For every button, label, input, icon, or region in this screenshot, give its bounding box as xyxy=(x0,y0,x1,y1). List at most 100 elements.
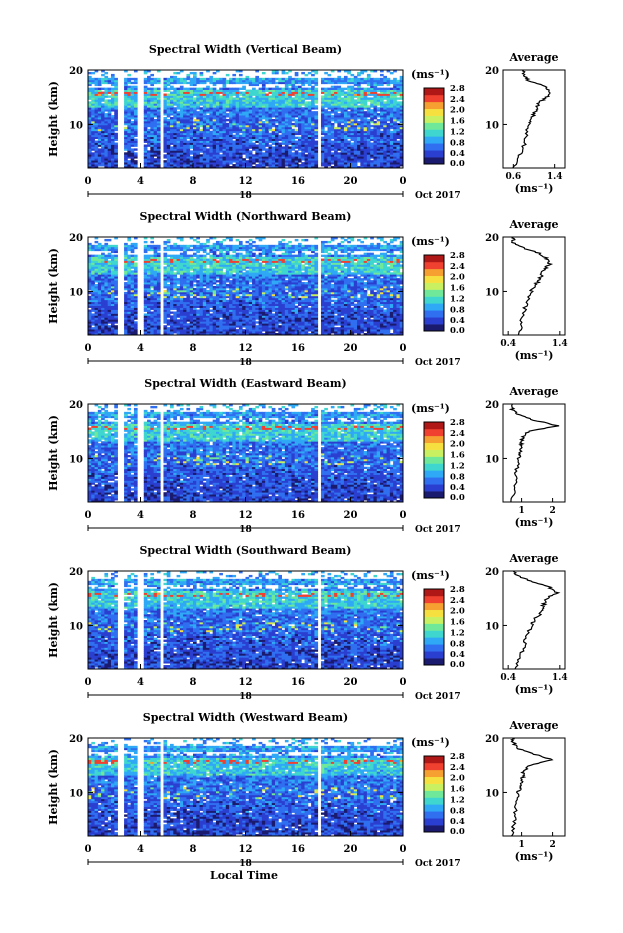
heatmap-cell xyxy=(380,131,384,133)
date-day-label: 18 xyxy=(239,191,252,201)
heatmap-cell xyxy=(157,253,161,255)
heatmap-cell xyxy=(370,78,374,80)
colorbar-segment xyxy=(424,143,444,150)
heatmap-cell xyxy=(219,78,223,80)
heatmap-cell xyxy=(213,88,217,90)
heatmap-cell xyxy=(104,88,108,90)
heatmap-cell xyxy=(295,78,299,80)
colorbar-segment xyxy=(424,109,444,116)
heatmap-cell xyxy=(91,88,95,90)
heatmap-cell xyxy=(239,97,243,99)
heatmap-cell xyxy=(200,129,204,131)
heatmap-cell xyxy=(190,72,194,74)
heatmap-cell xyxy=(295,150,299,152)
heatmap-cell xyxy=(131,148,135,150)
heatmap-cell xyxy=(232,141,236,143)
heatmap-cell xyxy=(173,272,177,274)
heatmap-cell xyxy=(173,243,177,245)
heatmap-cell xyxy=(177,78,181,80)
colorbar-segment xyxy=(424,136,444,143)
heatmap-cell xyxy=(314,105,318,107)
colorbar-tick-label: 0.4 xyxy=(450,149,465,159)
heatmap-cell xyxy=(144,241,148,243)
heatmap-cell xyxy=(262,121,266,123)
colorbar-segment xyxy=(424,157,444,164)
heatmap-cell xyxy=(390,72,394,74)
heatmap-cell xyxy=(157,78,161,80)
heatmap-cell xyxy=(124,282,128,284)
date-month-label: Oct 2017 xyxy=(415,191,461,201)
heatmap-cell xyxy=(268,133,272,135)
heatmap-cell xyxy=(337,113,341,115)
heatmap-cell xyxy=(219,88,223,90)
heatmap-cell xyxy=(301,72,305,74)
heatmap-cell xyxy=(301,107,305,109)
heatmap-cell xyxy=(88,101,92,103)
heatmap-cell xyxy=(150,311,154,313)
heatmap-cell xyxy=(223,78,227,80)
heatmap-cell xyxy=(370,97,374,99)
heatmap-cell xyxy=(282,78,286,80)
heatmap-cell xyxy=(186,141,190,143)
heatmap-cell xyxy=(232,164,236,166)
heatmap-cell xyxy=(272,88,276,90)
heatmap-cell xyxy=(193,97,197,99)
heatmap-cell xyxy=(295,86,299,88)
heatmap-cell xyxy=(364,88,368,90)
heatmap-cell xyxy=(278,88,282,90)
heatmap-cell xyxy=(170,146,174,148)
heatmap-cell xyxy=(373,78,377,80)
heatmap-cell xyxy=(390,131,394,133)
heatmap-cell xyxy=(98,148,102,150)
heatmap-cell xyxy=(275,78,279,80)
heatmap-cell xyxy=(163,290,167,292)
heatmap-cell xyxy=(131,78,135,80)
heatmap-cell xyxy=(288,146,292,148)
heatmap-cell xyxy=(380,74,384,76)
heatmap-cell xyxy=(354,88,358,90)
heatmap-cell xyxy=(278,135,282,137)
heatmap-cell xyxy=(131,243,135,245)
heatmap-cell xyxy=(232,88,236,90)
heatmap-cell xyxy=(144,78,148,80)
heatmap-cell xyxy=(98,243,102,245)
heatmap-cell xyxy=(285,72,289,74)
heatmap-cell xyxy=(252,143,256,145)
colorbar-tick-label: 1.2 xyxy=(450,127,465,137)
heatmap-cell xyxy=(167,259,171,261)
heatmap-cell xyxy=(114,255,118,257)
average-x-label: (ms⁻¹) xyxy=(515,182,554,195)
heatmap-cell xyxy=(173,255,177,257)
heatmap-cell xyxy=(114,143,118,145)
heatmap-cell xyxy=(104,239,108,241)
heatmap-cell xyxy=(131,121,135,123)
heatmap-cell xyxy=(88,255,92,257)
colorbar-unit: (ms⁻¹) xyxy=(411,68,450,81)
heatmap-cell xyxy=(104,255,108,257)
heatmap-cell xyxy=(390,88,394,90)
heatmap-cell xyxy=(108,239,112,241)
heatmap-cell xyxy=(239,88,243,90)
heatmap-cell xyxy=(308,72,312,74)
heatmap-cell xyxy=(393,78,397,80)
heatmap-cell xyxy=(321,78,325,80)
heatmap-cell xyxy=(262,72,266,74)
heatmap-cell xyxy=(186,82,190,84)
heatmap-cell xyxy=(314,78,318,80)
heatmap-cell xyxy=(101,245,105,247)
heatmap-cell xyxy=(134,321,138,323)
heatmap-cell xyxy=(150,78,154,80)
heatmap-cell xyxy=(167,78,171,80)
heatmap-cell xyxy=(324,131,328,133)
panel-1: Spectral Width (Northward Beam)1020Heigh… xyxy=(47,210,568,368)
heatmap-cell xyxy=(91,327,95,329)
heatmap-cell xyxy=(377,94,381,96)
heatmap-cell xyxy=(154,78,158,80)
heatmap-cell xyxy=(177,296,181,298)
average-title: Average xyxy=(508,51,558,64)
heatmap-cell xyxy=(124,152,128,154)
average-frame xyxy=(503,70,565,168)
heatmap-cell xyxy=(249,90,253,92)
heatmap-cell xyxy=(193,88,197,90)
heatmap-cell xyxy=(255,76,259,78)
